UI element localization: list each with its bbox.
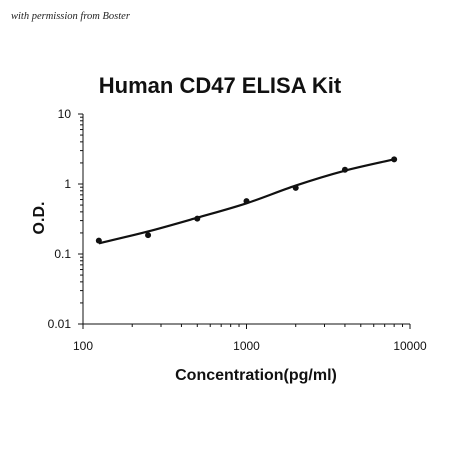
x-tick-label: 1000 xyxy=(233,339,260,353)
y-tick-label: 10 xyxy=(58,107,72,121)
y-tick-label: 0.01 xyxy=(48,317,72,331)
watermark: with permission from Boster xyxy=(11,11,130,22)
data-points-layer xyxy=(95,156,398,244)
data-point xyxy=(194,215,201,222)
data-point xyxy=(95,237,102,244)
data-point xyxy=(292,184,299,191)
data-point xyxy=(243,198,250,205)
y-axis-label: O.D. xyxy=(31,202,48,235)
data-point xyxy=(341,166,348,173)
y-tick-label: 1 xyxy=(64,177,71,191)
x-tick-label: 10000 xyxy=(393,339,427,353)
x-tick-label: 100 xyxy=(73,339,93,353)
y-tick-label: 0.1 xyxy=(54,247,71,261)
data-point xyxy=(145,232,152,239)
chart-title: Human CD47 ELISA Kit xyxy=(99,73,342,98)
x-axis-label: Concentration(pg/ml) xyxy=(175,367,337,384)
data-point xyxy=(391,156,398,163)
axes xyxy=(82,114,410,325)
